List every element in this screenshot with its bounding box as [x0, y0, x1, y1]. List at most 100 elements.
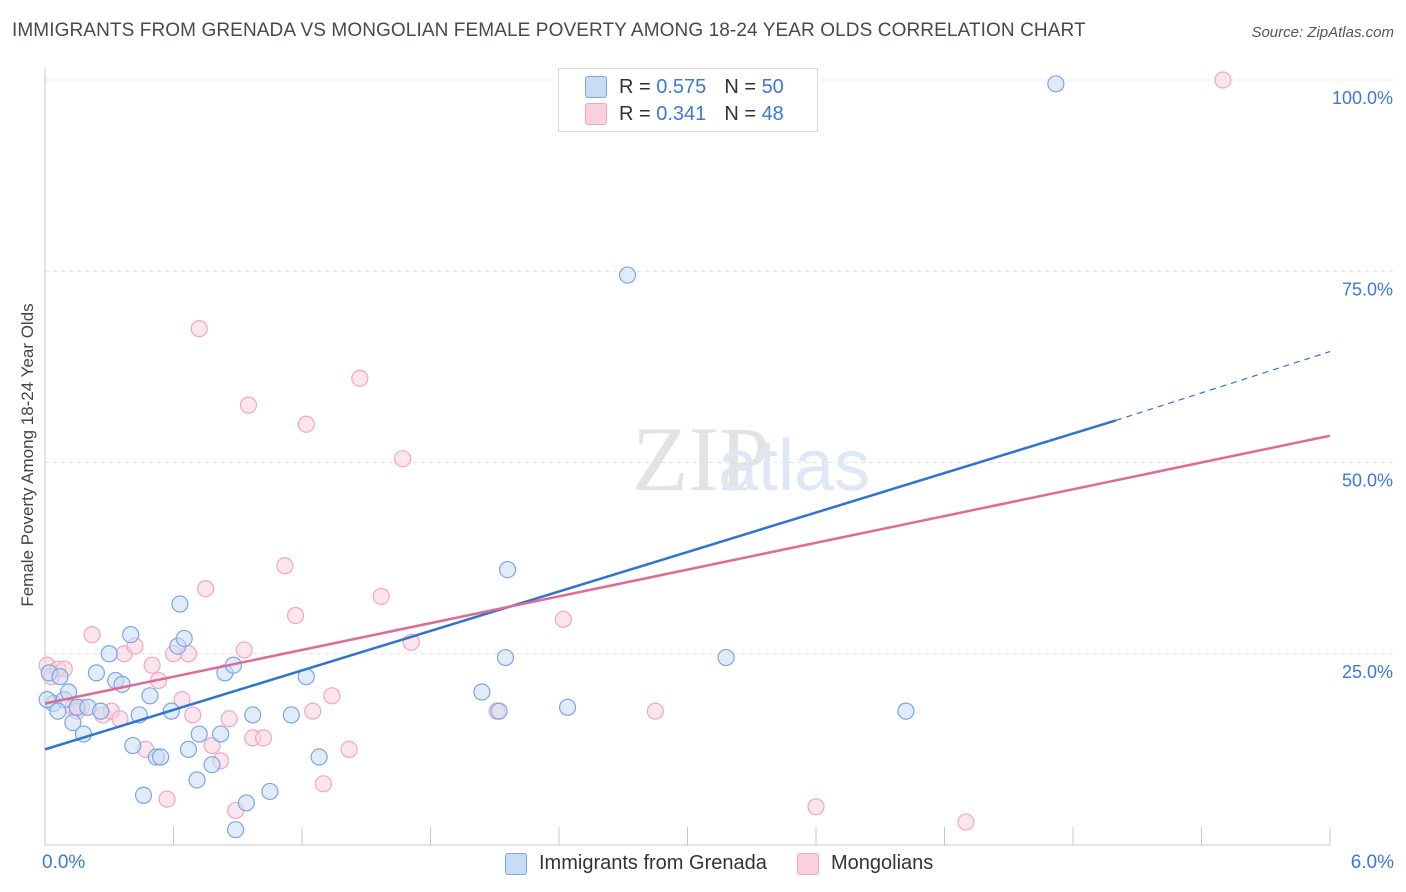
point-mongolians: [554, 610, 572, 628]
y-axis-label: Female Poverty Among 18-24 Year Olds: [18, 303, 37, 607]
legend-row-mongolians: R = 0.341 N = 48: [585, 101, 784, 127]
point-grenada: [87, 664, 106, 682]
point-grenada: [141, 687, 159, 705]
trend-line-grenada: [44, 419, 1117, 751]
point-mongolians: [297, 415, 315, 433]
n-value-mongolians: 48: [761, 102, 784, 125]
point-grenada: [282, 706, 300, 724]
y-tick-label: 50.0%: [1342, 471, 1393, 491]
point-grenada: [188, 771, 206, 789]
r-label: R =: [619, 102, 651, 125]
point-grenada: [171, 595, 189, 613]
point-grenada: [310, 748, 328, 766]
point-mongolians: [184, 706, 202, 724]
watermark-zip: ZIP: [632, 408, 770, 510]
point-grenada: [59, 683, 78, 701]
point-grenada: [1047, 75, 1065, 93]
point-grenada: [227, 821, 245, 839]
legend-item-grenada: Immigrants from Grenada: [505, 852, 767, 875]
point-mongolians: [190, 320, 208, 338]
point-mongolians: [807, 798, 825, 816]
point-grenada: [51, 668, 69, 686]
point-mongolians: [203, 736, 221, 755]
swatch-mongolians: [797, 852, 819, 875]
point-grenada: [49, 702, 67, 720]
axes: [44, 68, 1331, 846]
point-mongolians: [286, 606, 305, 625]
x-tick-max: 6.0%: [1350, 852, 1394, 873]
point-mongolians: [646, 702, 664, 720]
gridlines: [45, 79, 1395, 655]
point-grenada: [618, 266, 637, 284]
point-grenada: [212, 725, 230, 743]
n-value-grenada: 50: [761, 75, 784, 98]
trend-line-mongolians: [44, 434, 1331, 705]
point-grenada: [237, 794, 255, 812]
point-mongolians: [323, 687, 341, 705]
trend-lines: [44, 351, 1331, 751]
y-tick-labels: 25.0% 50.0% 75.0% 100.0%: [1332, 88, 1393, 682]
r-value-mongolians: 0.341: [656, 102, 707, 125]
point-grenada: [100, 645, 118, 663]
x-tick-min: 0.0%: [42, 852, 86, 873]
point-grenada: [179, 740, 198, 758]
point-mongolians: [197, 580, 215, 598]
n-label: N =: [724, 75, 756, 98]
point-grenada: [152, 748, 170, 766]
y-tick-label: 25.0%: [1342, 662, 1393, 682]
point-mongolians: [83, 626, 101, 644]
legend-label-mongolians: Mongolians: [831, 852, 934, 874]
y-tick-label: 75.0%: [1342, 279, 1393, 299]
swatch-grenada: [505, 852, 527, 875]
scatter-points: [38, 71, 1232, 839]
legend-item-mongolians: Mongolians: [797, 852, 933, 875]
y-tick-label: 100.0%: [1332, 88, 1393, 108]
point-grenada: [38, 691, 56, 709]
point-grenada: [558, 698, 577, 716]
point-mongolians: [276, 557, 294, 575]
point-grenada: [134, 786, 153, 804]
legend-label-grenada: Immigrants from Grenada: [539, 852, 767, 874]
point-mongolians: [314, 775, 333, 793]
point-mongolians: [158, 790, 176, 808]
point-grenada: [490, 702, 508, 720]
series-legend: Immigrants from Grenada Mongolians: [0, 852, 1406, 878]
point-mongolians: [372, 587, 390, 605]
point-mongolians: [340, 740, 358, 758]
swatch-mongolians: [585, 103, 607, 125]
point-grenada: [717, 648, 735, 667]
point-grenada: [190, 725, 208, 743]
point-grenada: [122, 626, 140, 644]
point-grenada: [244, 706, 262, 724]
correlation-legend: R = 0.575 N = 50 R = 0.341 N = 48: [558, 68, 818, 132]
point-grenada: [897, 702, 915, 720]
point-grenada: [473, 683, 491, 701]
point-mongolians: [235, 641, 253, 659]
r-label: R =: [619, 75, 651, 98]
point-mongolians: [351, 369, 369, 387]
point-grenada: [261, 782, 279, 801]
legend-row-grenada: R = 0.575 N = 50: [585, 74, 784, 100]
point-grenada: [496, 648, 515, 667]
point-grenada: [203, 756, 221, 774]
point-mongolians: [1214, 71, 1232, 89]
chart-title: IMMIGRANTS FROM GRENADA VS MONGOLIAN FEM…: [12, 20, 1086, 41]
watermark-atlas: atlas: [718, 426, 870, 506]
point-mongolians: [957, 813, 975, 831]
point-grenada: [124, 736, 142, 755]
point-mongolians: [304, 702, 322, 720]
point-grenada: [499, 560, 517, 579]
trend-line-grenada-extension: [1115, 351, 1331, 421]
point-grenada: [92, 702, 110, 720]
point-grenada: [175, 629, 193, 648]
point-mongolians: [143, 656, 161, 674]
point-mongolians: [239, 396, 258, 414]
point-grenada: [113, 675, 131, 693]
point-mongolians: [220, 710, 238, 728]
swatch-grenada: [585, 76, 607, 98]
point-mongolians: [254, 729, 273, 747]
r-value-grenada: 0.575: [656, 75, 707, 98]
point-mongolians: [394, 450, 412, 468]
n-label: N =: [724, 102, 756, 125]
